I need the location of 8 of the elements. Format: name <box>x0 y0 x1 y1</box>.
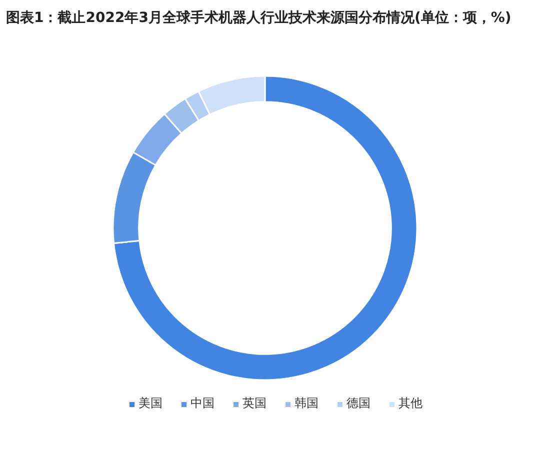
legend-label: 中国 <box>190 396 214 410</box>
legend-label: 德国 <box>346 396 370 410</box>
legend-label: 英国 <box>242 396 266 410</box>
legend-label: 其他 <box>398 396 422 410</box>
legend-label: 韩国 <box>294 396 318 410</box>
chart-title: 图表1：截止2022年3月全球手术机器人行业技术来源国分布情况(单位：项，%) <box>6 9 512 26</box>
legend-label: 美国 <box>138 396 162 410</box>
donut-slice <box>113 75 418 380</box>
